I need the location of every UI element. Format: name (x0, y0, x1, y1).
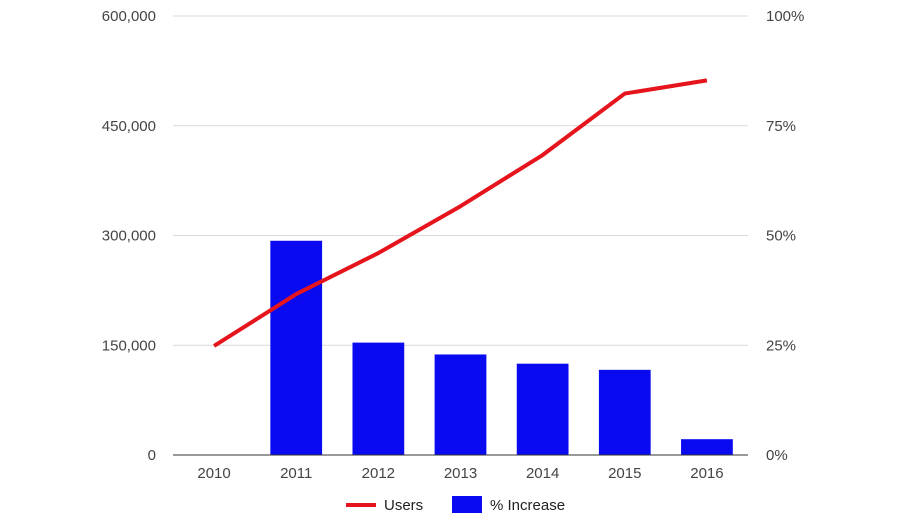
right-tick-label: 50% (766, 228, 796, 245)
left-tick-label: 300,000 (102, 228, 156, 245)
legend-increase-label: % Increase (490, 497, 565, 514)
x-tick-label: 2015 (608, 465, 641, 482)
x-tick-label: 2016 (690, 465, 723, 482)
x-tick-label: 2013 (444, 465, 477, 482)
legend-item-users[interactable]: Users (346, 497, 423, 514)
right-tick-label: 100% (766, 8, 804, 25)
bar-2016[interactable] (681, 439, 733, 455)
grid-layer (173, 16, 748, 345)
legend-item-increase[interactable]: % Increase (452, 496, 565, 514)
bar-2015[interactable] (599, 370, 651, 455)
bar-2014[interactable] (517, 364, 569, 455)
right-tick-label: 75% (766, 118, 796, 135)
right-axis: 0% 25% 50% 75% 100% (766, 8, 804, 464)
left-tick-label: 450,000 (102, 118, 156, 135)
left-tick-label: 0 (148, 447, 156, 464)
left-axis: 0 150,000 300,000 450,000 600,000 (102, 8, 156, 464)
bar-2012[interactable] (352, 343, 404, 455)
legend-users-label: Users (384, 497, 423, 514)
right-tick-label: 0% (766, 447, 788, 464)
right-tick-label: 25% (766, 337, 796, 354)
bar-2011[interactable] (270, 241, 322, 455)
left-tick-label: 600,000 (102, 8, 156, 25)
x-axis: 2010 2011 2012 2013 2014 2015 2016 (173, 455, 748, 482)
x-tick-label: 2011 (280, 465, 312, 482)
x-tick-label: 2010 (197, 465, 230, 482)
legend: Users % Increase (346, 496, 565, 514)
x-tick-label: 2014 (526, 465, 559, 482)
bar-2013[interactable] (435, 354, 487, 455)
left-tick-label: 150,000 (102, 337, 156, 354)
x-tick-label: 2012 (362, 465, 395, 482)
legend-increase-swatch (452, 496, 482, 513)
